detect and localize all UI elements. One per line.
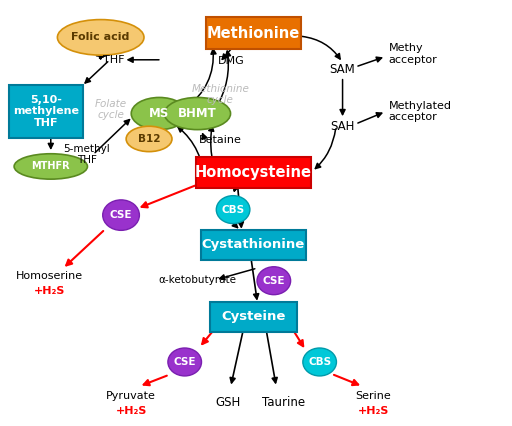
FancyBboxPatch shape xyxy=(201,230,306,259)
Text: DMG: DMG xyxy=(218,57,245,66)
FancyBboxPatch shape xyxy=(196,157,311,188)
Circle shape xyxy=(257,267,291,295)
Text: CSE: CSE xyxy=(110,210,132,220)
Text: Homoserine: Homoserine xyxy=(16,271,83,282)
Text: Betaine: Betaine xyxy=(199,135,242,145)
Text: +H₂S: +H₂S xyxy=(116,406,147,416)
Ellipse shape xyxy=(57,20,144,55)
Text: Methy
acceptor: Methy acceptor xyxy=(389,43,437,65)
Text: MTHFR: MTHFR xyxy=(31,161,70,171)
Text: Methionine
cycle: Methionine cycle xyxy=(191,83,249,105)
Ellipse shape xyxy=(131,98,187,130)
FancyBboxPatch shape xyxy=(210,302,297,331)
FancyBboxPatch shape xyxy=(206,17,301,49)
Text: Cysteine: Cysteine xyxy=(221,310,286,323)
Text: +H₂S: +H₂S xyxy=(34,286,66,296)
Circle shape xyxy=(216,196,250,224)
Text: THF: THF xyxy=(103,55,124,65)
Text: Pyruvate: Pyruvate xyxy=(106,391,156,401)
Text: Folate
cycle: Folate cycle xyxy=(95,98,127,120)
Text: CSE: CSE xyxy=(174,357,196,367)
Ellipse shape xyxy=(14,154,88,179)
Text: 5,10-
methylene
THF: 5,10- methylene THF xyxy=(13,95,79,128)
Text: Methionine: Methionine xyxy=(207,26,300,40)
Text: B12: B12 xyxy=(138,134,160,144)
Text: Cystathionine: Cystathionine xyxy=(202,238,305,251)
Text: SAM: SAM xyxy=(330,63,355,75)
Ellipse shape xyxy=(164,98,230,130)
Text: Methylated
acceptor: Methylated acceptor xyxy=(389,101,452,122)
Ellipse shape xyxy=(126,126,172,152)
Text: SAH: SAH xyxy=(330,120,355,133)
Circle shape xyxy=(103,200,139,230)
Text: Folic acid: Folic acid xyxy=(72,32,130,42)
Text: CBS: CBS xyxy=(308,357,331,367)
FancyBboxPatch shape xyxy=(9,85,83,138)
Circle shape xyxy=(303,348,336,376)
Text: MS: MS xyxy=(149,107,169,120)
Text: Homocysteine: Homocysteine xyxy=(195,165,312,180)
Circle shape xyxy=(168,348,202,376)
Text: GSH: GSH xyxy=(216,396,241,409)
Text: Serine: Serine xyxy=(355,391,391,401)
Text: Taurine: Taurine xyxy=(263,396,306,409)
Text: +H₂S: +H₂S xyxy=(357,406,389,416)
Text: 5-methyl
THF: 5-methyl THF xyxy=(63,144,110,165)
Text: CSE: CSE xyxy=(263,276,285,286)
Text: α-ketobutyrate: α-ketobutyrate xyxy=(158,275,237,285)
Text: BHMT: BHMT xyxy=(178,107,217,120)
Text: CBS: CBS xyxy=(222,204,245,215)
